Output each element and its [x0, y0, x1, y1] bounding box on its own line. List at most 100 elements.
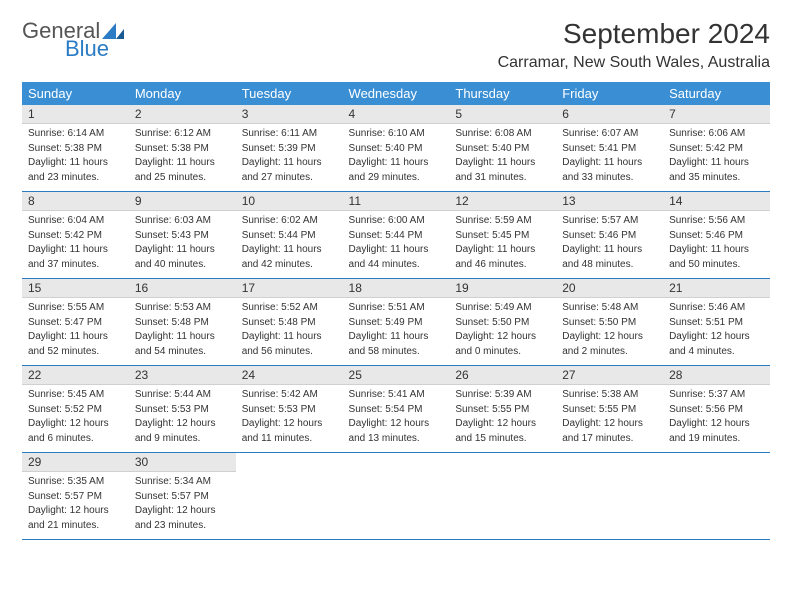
day-content: Sunrise: 5:53 AMSunset: 5:48 PMDaylight:… — [129, 298, 236, 365]
sunset-text: Sunset: 5:48 PM — [242, 316, 337, 330]
day-number: 5 — [449, 105, 556, 124]
page-header: General Blue September 2024 Carramar, Ne… — [22, 18, 770, 72]
title-block: September 2024 Carramar, New South Wales… — [498, 18, 770, 72]
daylight-text-2: and 35 minutes. — [669, 171, 764, 185]
calendar-day-cell: 6Sunrise: 6:07 AMSunset: 5:41 PMDaylight… — [556, 105, 663, 192]
sunset-text: Sunset: 5:55 PM — [562, 403, 657, 417]
day-number: 12 — [449, 192, 556, 211]
day-content: Sunrise: 6:07 AMSunset: 5:41 PMDaylight:… — [556, 124, 663, 191]
day-content: Sunrise: 5:55 AMSunset: 5:47 PMDaylight:… — [22, 298, 129, 365]
sunrise-text: Sunrise: 5:48 AM — [562, 301, 657, 315]
sunset-text: Sunset: 5:43 PM — [135, 229, 230, 243]
day-content: Sunrise: 6:02 AMSunset: 5:44 PMDaylight:… — [236, 211, 343, 278]
day-content: Sunrise: 5:38 AMSunset: 5:55 PMDaylight:… — [556, 385, 663, 452]
calendar-day-cell: 2Sunrise: 6:12 AMSunset: 5:38 PMDaylight… — [129, 105, 236, 192]
calendar-day-cell: 14Sunrise: 5:56 AMSunset: 5:46 PMDayligh… — [663, 192, 770, 279]
daylight-text-2: and 9 minutes. — [135, 432, 230, 446]
daylight-text-2: and 0 minutes. — [455, 345, 550, 359]
calendar-day-cell: 18Sunrise: 5:51 AMSunset: 5:49 PMDayligh… — [343, 279, 450, 366]
day-number: 18 — [343, 279, 450, 298]
calendar-week-row: 1Sunrise: 6:14 AMSunset: 5:38 PMDaylight… — [22, 105, 770, 192]
day-number: 6 — [556, 105, 663, 124]
daylight-text-1: Daylight: 11 hours — [242, 243, 337, 257]
sunset-text: Sunset: 5:38 PM — [28, 142, 123, 156]
day-header-tuesday: Tuesday — [236, 82, 343, 105]
calendar-day-cell: 13Sunrise: 5:57 AMSunset: 5:46 PMDayligh… — [556, 192, 663, 279]
daylight-text-1: Daylight: 11 hours — [349, 243, 444, 257]
sunrise-text: Sunrise: 5:38 AM — [562, 388, 657, 402]
daylight-text-2: and 42 minutes. — [242, 258, 337, 272]
sunset-text: Sunset: 5:46 PM — [562, 229, 657, 243]
sunset-text: Sunset: 5:45 PM — [455, 229, 550, 243]
daylight-text-1: Daylight: 11 hours — [135, 330, 230, 344]
daylight-text-1: Daylight: 11 hours — [28, 156, 123, 170]
day-content: Sunrise: 5:49 AMSunset: 5:50 PMDaylight:… — [449, 298, 556, 365]
daylight-text-2: and 11 minutes. — [242, 432, 337, 446]
day-number: 2 — [129, 105, 236, 124]
sunrise-text: Sunrise: 6:06 AM — [669, 127, 764, 141]
sunrise-text: Sunrise: 5:46 AM — [669, 301, 764, 315]
daylight-text-1: Daylight: 12 hours — [135, 504, 230, 518]
daylight-text-1: Daylight: 11 hours — [669, 156, 764, 170]
calendar-day-cell: 16Sunrise: 5:53 AMSunset: 5:48 PMDayligh… — [129, 279, 236, 366]
sunrise-text: Sunrise: 5:39 AM — [455, 388, 550, 402]
calendar-day-cell — [236, 453, 343, 540]
sunrise-text: Sunrise: 5:35 AM — [28, 475, 123, 489]
calendar-week-row: 8Sunrise: 6:04 AMSunset: 5:42 PMDaylight… — [22, 192, 770, 279]
daylight-text-2: and 56 minutes. — [242, 345, 337, 359]
daylight-text-1: Daylight: 12 hours — [562, 330, 657, 344]
sunset-text: Sunset: 5:42 PM — [28, 229, 123, 243]
daylight-text-2: and 15 minutes. — [455, 432, 550, 446]
logo-text-blue: Blue — [65, 36, 124, 62]
daylight-text-1: Daylight: 11 hours — [28, 330, 123, 344]
calendar-header-row: Sunday Monday Tuesday Wednesday Thursday… — [22, 82, 770, 105]
sunset-text: Sunset: 5:40 PM — [349, 142, 444, 156]
sunset-text: Sunset: 5:50 PM — [562, 316, 657, 330]
day-content: Sunrise: 5:41 AMSunset: 5:54 PMDaylight:… — [343, 385, 450, 452]
calendar-day-cell — [343, 453, 450, 540]
day-number: 27 — [556, 366, 663, 385]
day-number: 19 — [449, 279, 556, 298]
daylight-text-1: Daylight: 11 hours — [562, 243, 657, 257]
sunset-text: Sunset: 5:57 PM — [28, 490, 123, 504]
sunrise-text: Sunrise: 5:41 AM — [349, 388, 444, 402]
sunset-text: Sunset: 5:54 PM — [349, 403, 444, 417]
daylight-text-1: Daylight: 12 hours — [455, 330, 550, 344]
sunset-text: Sunset: 5:57 PM — [135, 490, 230, 504]
daylight-text-1: Daylight: 12 hours — [349, 417, 444, 431]
sunset-text: Sunset: 5:56 PM — [669, 403, 764, 417]
day-number: 22 — [22, 366, 129, 385]
day-number: 9 — [129, 192, 236, 211]
day-content: Sunrise: 6:03 AMSunset: 5:43 PMDaylight:… — [129, 211, 236, 278]
day-content: Sunrise: 6:04 AMSunset: 5:42 PMDaylight:… — [22, 211, 129, 278]
sunrise-text: Sunrise: 5:53 AM — [135, 301, 230, 315]
calendar-day-cell: 3Sunrise: 6:11 AMSunset: 5:39 PMDaylight… — [236, 105, 343, 192]
sunrise-text: Sunrise: 6:00 AM — [349, 214, 444, 228]
logo: General Blue — [22, 18, 124, 62]
location-text: Carramar, New South Wales, Australia — [498, 54, 770, 72]
daylight-text-2: and 52 minutes. — [28, 345, 123, 359]
calendar-day-cell — [449, 453, 556, 540]
sunrise-text: Sunrise: 5:37 AM — [669, 388, 764, 402]
daylight-text-2: and 37 minutes. — [28, 258, 123, 272]
sunset-text: Sunset: 5:42 PM — [669, 142, 764, 156]
calendar-day-cell: 9Sunrise: 6:03 AMSunset: 5:43 PMDaylight… — [129, 192, 236, 279]
daylight-text-1: Daylight: 12 hours — [28, 417, 123, 431]
day-number: 7 — [663, 105, 770, 124]
daylight-text-2: and 40 minutes. — [135, 258, 230, 272]
calendar-day-cell: 5Sunrise: 6:08 AMSunset: 5:40 PMDaylight… — [449, 105, 556, 192]
sunrise-text: Sunrise: 5:51 AM — [349, 301, 444, 315]
day-header-thursday: Thursday — [449, 82, 556, 105]
day-number: 23 — [129, 366, 236, 385]
daylight-text-2: and 23 minutes. — [28, 171, 123, 185]
calendar-day-cell: 21Sunrise: 5:46 AMSunset: 5:51 PMDayligh… — [663, 279, 770, 366]
day-number: 8 — [22, 192, 129, 211]
day-number: 10 — [236, 192, 343, 211]
calendar-day-cell: 1Sunrise: 6:14 AMSunset: 5:38 PMDaylight… — [22, 105, 129, 192]
daylight-text-1: Daylight: 11 hours — [349, 330, 444, 344]
sunset-text: Sunset: 5:44 PM — [242, 229, 337, 243]
daylight-text-1: Daylight: 12 hours — [562, 417, 657, 431]
day-content: Sunrise: 5:59 AMSunset: 5:45 PMDaylight:… — [449, 211, 556, 278]
sunrise-text: Sunrise: 6:12 AM — [135, 127, 230, 141]
sunrise-text: Sunrise: 5:42 AM — [242, 388, 337, 402]
